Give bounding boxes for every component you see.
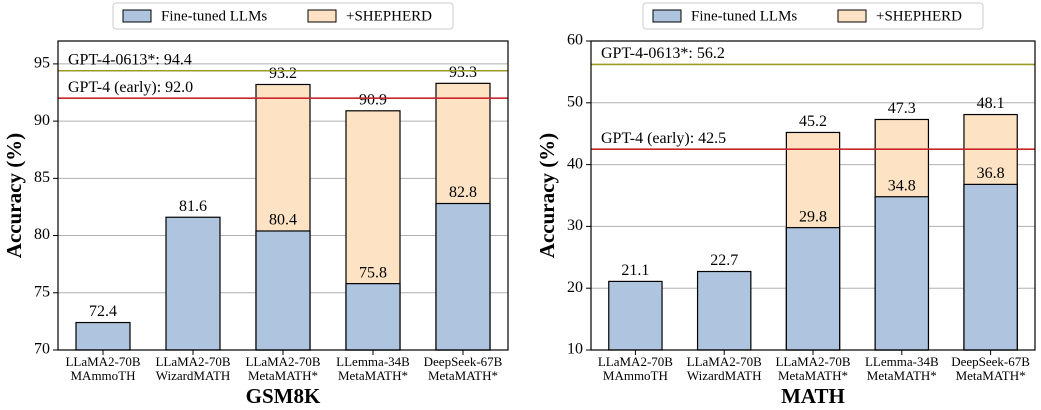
x-tick-label: MAmmoTH — [603, 368, 668, 383]
x-tick-label: DeepSeek-67B — [951, 354, 1030, 369]
value-label: 75.8 — [359, 264, 387, 281]
x-tick-label: LLaMA2-70B — [245, 354, 320, 369]
y-axis-title: Accuracy (%) — [2, 133, 26, 258]
bar — [345, 283, 401, 351]
value-label: 21.1 — [621, 262, 649, 279]
x-axis-title: GSM8K — [246, 384, 321, 408]
x-tick-label: MetaMATH* — [778, 368, 848, 383]
y-tick-label: 90 — [34, 112, 50, 129]
reference-label: GPT-4 (early): 42.5 — [601, 130, 726, 147]
y-axis-title: Accuracy (%) — [535, 133, 559, 258]
x-tick-label: MAmmoTH — [71, 368, 136, 383]
value-label: 90.9 — [359, 91, 387, 108]
value-label: 80.4 — [269, 212, 297, 229]
legend-swatch — [307, 9, 337, 23]
y-tick-label: 20 — [567, 279, 583, 296]
value-label: 48.1 — [977, 95, 1005, 112]
bar — [696, 270, 752, 351]
x-tick-label: WizardMATH — [156, 368, 231, 383]
value-label: 22.7 — [710, 252, 738, 269]
y-tick-label: 50 — [567, 93, 583, 110]
value-label: 29.8 — [799, 208, 827, 225]
bar — [165, 216, 221, 351]
x-tick-label: LLemma-34B — [865, 354, 939, 369]
y-tick-label: 60 — [567, 32, 583, 49]
reference-label: GPT-4-0613*: 56.2 — [601, 45, 725, 62]
bar — [874, 196, 930, 351]
x-tick-label: LLaMA2-70B — [65, 354, 140, 369]
x-tick-label: DeepSeek-67B — [424, 354, 503, 369]
bar — [435, 202, 491, 351]
legend-label: +SHEPHERD — [346, 8, 432, 24]
value-label: 72.4 — [89, 303, 117, 320]
x-tick-label: MetaMATH* — [956, 368, 1026, 383]
value-label: 82.8 — [449, 184, 477, 201]
value-label: 81.6 — [179, 198, 207, 215]
y-tick-label: 70 — [34, 341, 50, 358]
value-label: 36.8 — [977, 165, 1005, 182]
bar — [255, 230, 311, 351]
x-tick-label: LLaMA2-70B — [598, 354, 673, 369]
plot-frame — [57, 40, 509, 351]
x-tick-label: LLaMA2-70B — [155, 354, 230, 369]
y-tick-label: 30 — [567, 217, 583, 234]
value-label: 34.8 — [888, 177, 916, 194]
legend-swatch — [652, 9, 682, 23]
reference-label: GPT-4 (early): 92.0 — [68, 79, 193, 96]
bar — [963, 183, 1018, 351]
legend-label: +SHEPHERD — [876, 8, 962, 24]
legend-box — [112, 2, 454, 30]
bar — [785, 227, 841, 351]
y-tick-label: 80 — [34, 226, 50, 243]
y-tick-label: 10 — [567, 341, 583, 358]
reference-label: GPT-4-0613*: 94.4 — [68, 51, 192, 68]
plot-frame — [590, 40, 1036, 351]
y-tick-label: 95 — [34, 55, 50, 72]
x-tick-label: MetaMATH* — [248, 368, 318, 383]
legend-box — [642, 2, 984, 30]
value-label: 45.2 — [799, 113, 827, 130]
x-tick-label: MetaMATH* — [867, 368, 937, 383]
legend-swatch — [837, 9, 867, 23]
bar — [75, 321, 131, 351]
legend-label: Fine-tuned LLMs — [161, 8, 267, 24]
y-tick-label: 40 — [567, 155, 583, 172]
y-tick-label: 75 — [34, 283, 50, 300]
value-label: 47.3 — [888, 100, 916, 117]
x-tick-label: MetaMATH* — [428, 368, 498, 383]
legend-label: Fine-tuned LLMs — [691, 8, 797, 24]
value-label: 93.3 — [449, 64, 477, 81]
x-axis-title: MATH — [781, 384, 845, 408]
x-tick-label: WizardMATH — [687, 368, 762, 383]
legend-swatch — [122, 9, 152, 23]
bar — [608, 280, 663, 351]
value-label: 93.2 — [269, 65, 297, 82]
x-tick-label: LLemma-34B — [336, 354, 410, 369]
x-tick-label: LLaMA2-70B — [775, 354, 850, 369]
y-tick-label: 85 — [34, 169, 50, 186]
x-tick-label: MetaMATH* — [338, 368, 408, 383]
x-tick-label: LLaMA2-70B — [687, 354, 762, 369]
